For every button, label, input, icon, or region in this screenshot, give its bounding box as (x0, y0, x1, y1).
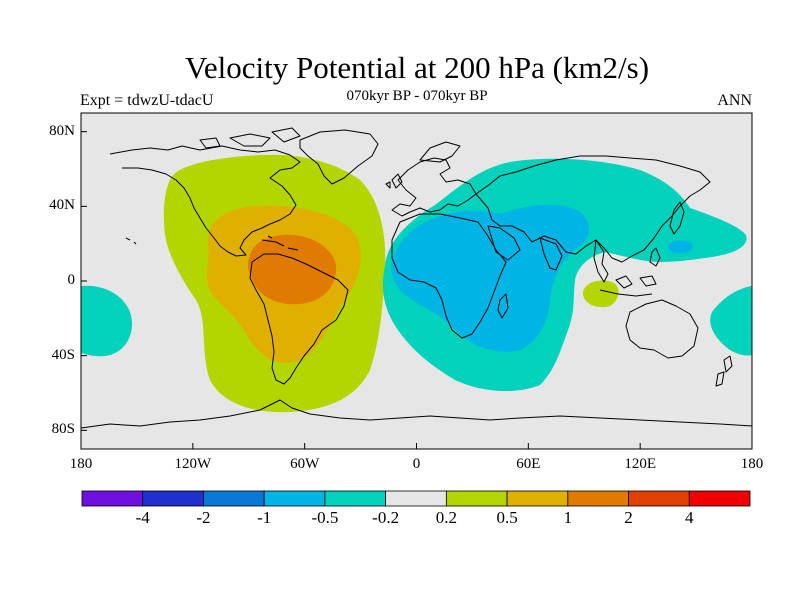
y-tick-label: 40N (49, 197, 75, 214)
colorbar-label: -0.2 (372, 508, 400, 527)
y-tick-label: 0 (67, 272, 76, 288)
coastline-southeast-asia (593, 239, 609, 283)
y-tick-label: 40S (51, 346, 75, 363)
contour-fill-negative-0.5 (391, 204, 590, 352)
colorbar-label: -1 (257, 508, 272, 527)
colorbar-label: -2 (196, 508, 211, 527)
colorbar-label: 2 (624, 508, 633, 527)
coastline-japan (669, 201, 685, 235)
coastline-new-zealand (715, 355, 733, 387)
plot-subtitle: 070kyr BP - 070kyr BP (346, 88, 488, 104)
experiment-label: Expt = tdwzU-tdacU (80, 92, 214, 109)
x-tick-label: 60W (290, 456, 320, 472)
colorbar-swatch (385, 490, 447, 507)
colorbar-label: -0.5 (311, 508, 339, 527)
colorbar-swatch (263, 490, 326, 507)
coastline-madagascar (497, 293, 509, 319)
coastline-australia (625, 299, 699, 359)
x-tick-label: 180 (740, 456, 764, 472)
coastline-philippines (649, 247, 661, 267)
colorbar-label: 1 (563, 508, 573, 527)
coastline-arabia (487, 225, 521, 261)
colorbar-swatch (506, 490, 569, 507)
contour-fill-positive-small (582, 280, 619, 308)
x-tick-label: 60E (516, 456, 541, 472)
contour-fill-positive-1 (247, 234, 337, 305)
coastline-india (539, 237, 563, 271)
colorbar-label: 4 (685, 508, 694, 527)
contour-fields (81, 154, 752, 413)
contour-fill-negative-east-edge (710, 286, 752, 356)
coastline-scandinavia (419, 141, 461, 163)
coastline-asia (475, 155, 711, 263)
contour-fill-negative-small (667, 240, 693, 254)
colorbar-swatch (688, 490, 751, 507)
coastline-arctic-islands (199, 127, 301, 149)
coastline-uk (385, 173, 403, 189)
colorbar-swatch (324, 490, 387, 507)
x-tick-label: 120W (174, 456, 212, 472)
axis-ticks (80, 131, 753, 449)
colorbar-swatch (142, 490, 204, 507)
colorbar-swatch (628, 490, 690, 507)
colorbar-label: -4 (135, 508, 150, 527)
y-tick-label: 80N (49, 122, 75, 139)
coastline-south-america (249, 253, 349, 385)
coastlines (81, 127, 752, 429)
colorbar-label: 0.5 (496, 508, 518, 527)
coastline-europe (391, 157, 477, 217)
coastline-africa (391, 213, 507, 339)
colorbar-label: 0.2 (435, 508, 457, 527)
colorbar-swatch (445, 490, 508, 507)
coastline-greenland (299, 129, 379, 185)
coastline-caribbean (261, 235, 299, 251)
colorbar-swatch (567, 490, 629, 507)
colorbar-swatch (203, 490, 265, 507)
colorbar (81, 490, 751, 507)
x-tick-label: 0 (412, 456, 421, 472)
coastline-antarctica (81, 399, 752, 429)
plot-title: Velocity Potential at 200 hPa (km2/s) (184, 50, 650, 85)
coastline-hawaii (125, 237, 137, 245)
colorbar-swatch (81, 490, 144, 507)
coastline-north-america (109, 145, 301, 257)
coastline-indonesia (599, 275, 657, 297)
season-label: ANN (717, 92, 752, 109)
x-tick-label: 120E (624, 456, 656, 472)
contour-fill-negative-west-edge (81, 285, 132, 357)
y-tick-label: 80S (51, 421, 75, 438)
x-tick-label: 180 (69, 456, 93, 472)
